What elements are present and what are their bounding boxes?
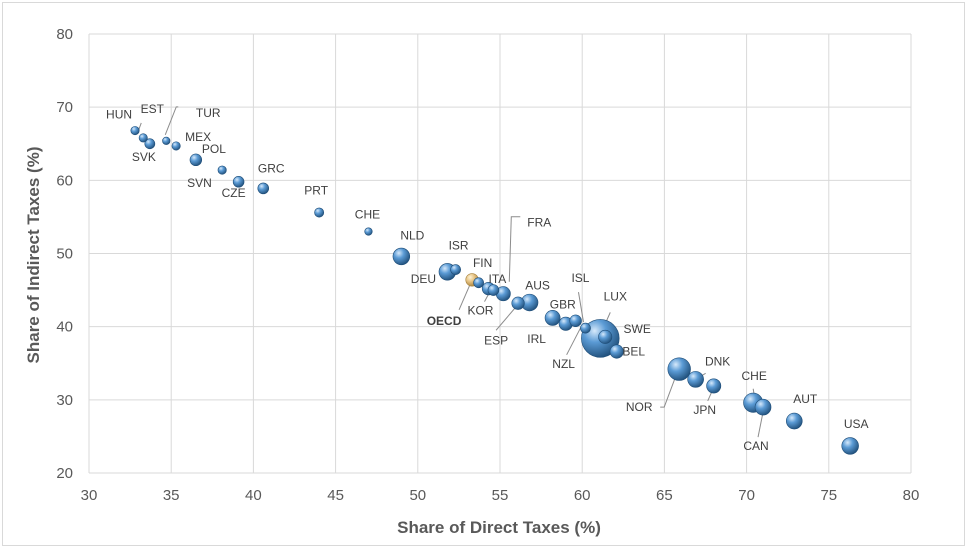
point-label-isr: ISR (449, 239, 469, 253)
point-label-jpn: JPN (693, 403, 716, 417)
x-tick-label: 40 (245, 487, 262, 504)
data-point-swe (598, 329, 613, 344)
data-point-mex (171, 141, 181, 151)
point-label-nld: NLD (400, 228, 424, 242)
leader-line-isl (577, 292, 584, 323)
point-label-mex: MEX (185, 130, 211, 144)
leader-line-fra (508, 216, 521, 282)
data-point-aut (785, 412, 803, 430)
point-label-cze: CZE (222, 186, 246, 200)
x-tick-label: 50 (409, 487, 426, 504)
y-tick-label: 40 (56, 319, 73, 336)
leader-line-nzl (566, 325, 583, 356)
data-point-isl (580, 322, 591, 334)
y-tick-label: 20 (56, 465, 73, 482)
point-label-est: EST (141, 102, 165, 116)
point-label-hun: HUN (106, 108, 132, 122)
x-tick-label: 75 (820, 487, 837, 504)
gridlines (88, 33, 912, 474)
point-label-swe: SWE (624, 322, 651, 336)
x-tick-label: 70 (738, 487, 755, 504)
point-label-nor: NOR (626, 400, 653, 414)
data-point-pol (189, 153, 203, 167)
x-tick-label: 80 (903, 487, 920, 504)
x-tick-label: 55 (492, 487, 509, 504)
point-label-bel: BEL (622, 345, 645, 359)
point-label-aus: AUS (525, 279, 550, 293)
y-tick-label: 80 (56, 26, 73, 43)
point-label-fin: FIN (473, 256, 492, 270)
point-label-fra: FRA (527, 216, 551, 230)
point-label-kor: KOR (467, 304, 493, 318)
data-point-che (364, 227, 373, 236)
data-point-hun (130, 126, 140, 136)
leader-line-tur (164, 106, 179, 136)
data-point-svn (217, 165, 227, 175)
y-tick-label: 60 (56, 172, 73, 189)
point-label-can: CAN (743, 439, 768, 453)
point-label-irl: IRL (527, 332, 546, 346)
point-label-tur: TUR (196, 106, 221, 120)
data-point-isr (450, 264, 461, 275)
leader-line-nor (660, 374, 677, 408)
data-point-prt (314, 207, 325, 218)
leader-line-can (757, 412, 764, 438)
point-label-che: CHE (742, 369, 767, 383)
y-tick-label: 50 (56, 246, 73, 263)
data-points (130, 126, 859, 455)
x-tick-label: 35 (163, 487, 180, 504)
point-label-prt: PRT (304, 184, 328, 198)
x-axis-title: Share of Direct Taxes (%) (397, 518, 601, 537)
point-label-esp: ESP (484, 333, 508, 347)
data-point-est (138, 133, 148, 143)
data-point-nzl (569, 314, 582, 327)
point-label-pol: POL (202, 142, 226, 156)
x-tick-label: 30 (81, 487, 98, 504)
data-point-nor (667, 357, 691, 381)
data-point-svk (144, 138, 156, 150)
point-label-isl: ISL (571, 271, 589, 285)
point-label-nzl: NZL (552, 357, 575, 371)
y-tick-label: 30 (56, 392, 73, 409)
y-axis-ticks: 20 30 40 50 60 70 80 (56, 26, 73, 482)
point-label-svk: SVK (132, 150, 156, 164)
data-point-bel (609, 344, 624, 359)
data-point-cze (232, 176, 245, 188)
data-point-irl (544, 310, 561, 326)
data-point-nld (392, 247, 411, 266)
data-point-dnk (687, 371, 704, 388)
x-tick-label: 45 (327, 487, 344, 504)
y-tick-label: 70 (56, 99, 73, 116)
point-label-dnk: DNK (705, 354, 730, 368)
point-label-grc: GRC (258, 161, 285, 175)
data-point-can (754, 398, 772, 416)
point-label-ita: ITA (489, 272, 507, 286)
point-label-deu: DEU (411, 272, 436, 286)
point-label-svn: SVN (187, 176, 212, 190)
point-label-gbr: GBR (550, 298, 576, 312)
scatter-chart: 30 35 40 45 50 55 60 65 70 75 80 20 30 40 50 60 70 80 HU… (24, 26, 920, 537)
x-tick-label: 65 (656, 487, 673, 504)
point-label-che: CHE (355, 208, 380, 222)
y-axis-title: Share of Indirect Taxes (%) (24, 147, 43, 364)
point-label-lux: LUX (604, 289, 627, 303)
data-point-esp (511, 296, 525, 310)
data-point-tur (162, 136, 171, 145)
leader-line-jpn (707, 391, 713, 402)
x-axis-ticks: 30 35 40 45 50 55 60 65 70 75 80 (81, 487, 920, 504)
point-label-aut: AUT (793, 392, 818, 406)
data-point-usa (841, 437, 859, 455)
data-point-fin (473, 277, 484, 289)
data-point-jpn (706, 378, 722, 394)
point-label-oecd: OECD (427, 314, 462, 328)
data-point-ita (487, 284, 500, 296)
x-tick-label: 60 (574, 487, 591, 504)
data-point-grc (257, 182, 270, 195)
point-label-usa: USA (844, 417, 869, 431)
